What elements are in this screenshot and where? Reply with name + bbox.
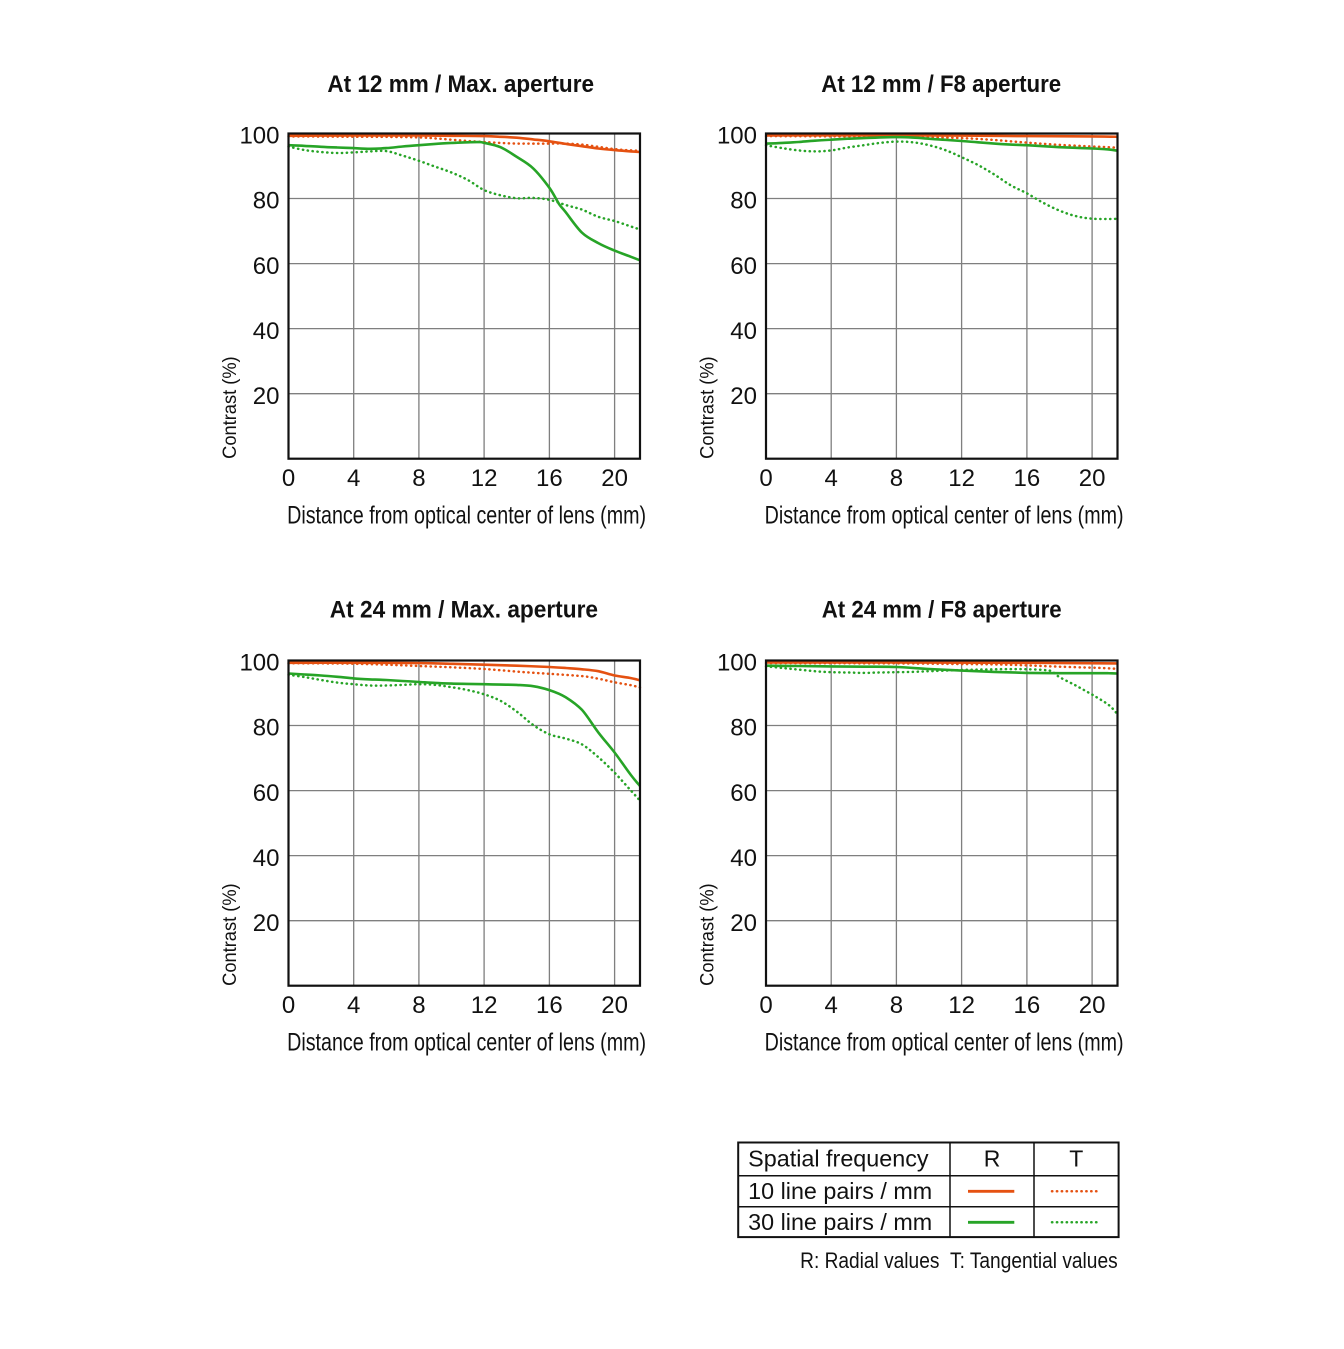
svg-text:0: 0 — [282, 465, 295, 492]
svg-text:4: 4 — [825, 465, 838, 492]
svg-text:40: 40 — [253, 318, 280, 345]
svg-text:40: 40 — [253, 845, 280, 872]
svg-text:20: 20 — [1079, 992, 1106, 1019]
svg-text:Distance from optical center o: Distance from optical center of lens (mm… — [287, 1028, 646, 1056]
svg-text:Spatial frequency: Spatial frequency — [748, 1146, 929, 1172]
svg-text:8: 8 — [412, 992, 425, 1019]
svg-text:40: 40 — [730, 318, 757, 345]
svg-text:60: 60 — [253, 780, 280, 807]
svg-text:12: 12 — [948, 992, 975, 1019]
svg-text:16: 16 — [1014, 465, 1041, 492]
svg-text:80: 80 — [730, 188, 757, 215]
svg-text:20: 20 — [1079, 465, 1106, 492]
svg-text:20: 20 — [601, 465, 628, 492]
svg-text:100: 100 — [239, 123, 279, 150]
svg-text:R: Radial values T: Tangentia: R: Radial values T: Tangential values — [800, 1248, 1118, 1273]
svg-text:4: 4 — [347, 465, 360, 492]
svg-text:Distance from optical center o: Distance from optical center of lens (mm… — [765, 1028, 1124, 1056]
svg-text:At 24 mm / Max. aperture: At 24 mm / Max. aperture — [330, 597, 598, 624]
svg-text:60: 60 — [730, 253, 757, 280]
svg-text:16: 16 — [536, 992, 563, 1019]
svg-text:8: 8 — [890, 992, 903, 1019]
svg-text:16: 16 — [536, 465, 563, 492]
svg-text:Contrast (%): Contrast (%) — [220, 356, 241, 459]
svg-text:10 line pairs / mm: 10 line pairs / mm — [748, 1178, 932, 1204]
svg-text:100: 100 — [717, 650, 757, 677]
svg-text:8: 8 — [890, 465, 903, 492]
svg-text:4: 4 — [825, 992, 838, 1019]
svg-text:Contrast (%): Contrast (%) — [220, 883, 241, 986]
svg-text:Distance from optical center o: Distance from optical center of lens (mm… — [287, 501, 646, 529]
svg-text:4: 4 — [347, 992, 360, 1019]
svg-text:80: 80 — [730, 715, 757, 742]
svg-text:12: 12 — [471, 465, 498, 492]
svg-text:12: 12 — [471, 992, 498, 1019]
svg-text:R: R — [984, 1146, 1001, 1172]
svg-text:40: 40 — [730, 845, 757, 872]
svg-text:8: 8 — [412, 465, 425, 492]
svg-text:20: 20 — [601, 992, 628, 1019]
svg-text:0: 0 — [759, 465, 772, 492]
svg-text:100: 100 — [717, 123, 757, 150]
svg-text:0: 0 — [759, 992, 772, 1019]
svg-text:Contrast (%): Contrast (%) — [698, 883, 719, 986]
svg-text:20: 20 — [253, 383, 280, 410]
svg-text:30 line pairs / mm: 30 line pairs / mm — [748, 1209, 932, 1235]
svg-text:16: 16 — [1014, 992, 1041, 1019]
svg-text:60: 60 — [730, 780, 757, 807]
svg-text:80: 80 — [253, 188, 280, 215]
svg-text:20: 20 — [730, 910, 757, 937]
svg-text:20: 20 — [730, 383, 757, 410]
svg-text:T: T — [1069, 1146, 1083, 1172]
svg-text:At 24 mm / F8 aperture: At 24 mm / F8 aperture — [822, 597, 1062, 624]
svg-text:At 12 mm / Max. aperture: At 12 mm / Max. aperture — [327, 71, 594, 98]
svg-text:At 12 mm / F8 aperture: At 12 mm / F8 aperture — [821, 71, 1061, 98]
svg-text:12: 12 — [948, 465, 975, 492]
svg-text:60: 60 — [253, 253, 280, 280]
svg-text:20: 20 — [253, 910, 280, 937]
svg-text:80: 80 — [253, 715, 280, 742]
svg-text:Contrast (%): Contrast (%) — [698, 356, 719, 459]
svg-text:0: 0 — [282, 992, 295, 1019]
svg-text:100: 100 — [239, 650, 279, 677]
svg-text:Distance from optical center o: Distance from optical center of lens (mm… — [765, 501, 1124, 529]
